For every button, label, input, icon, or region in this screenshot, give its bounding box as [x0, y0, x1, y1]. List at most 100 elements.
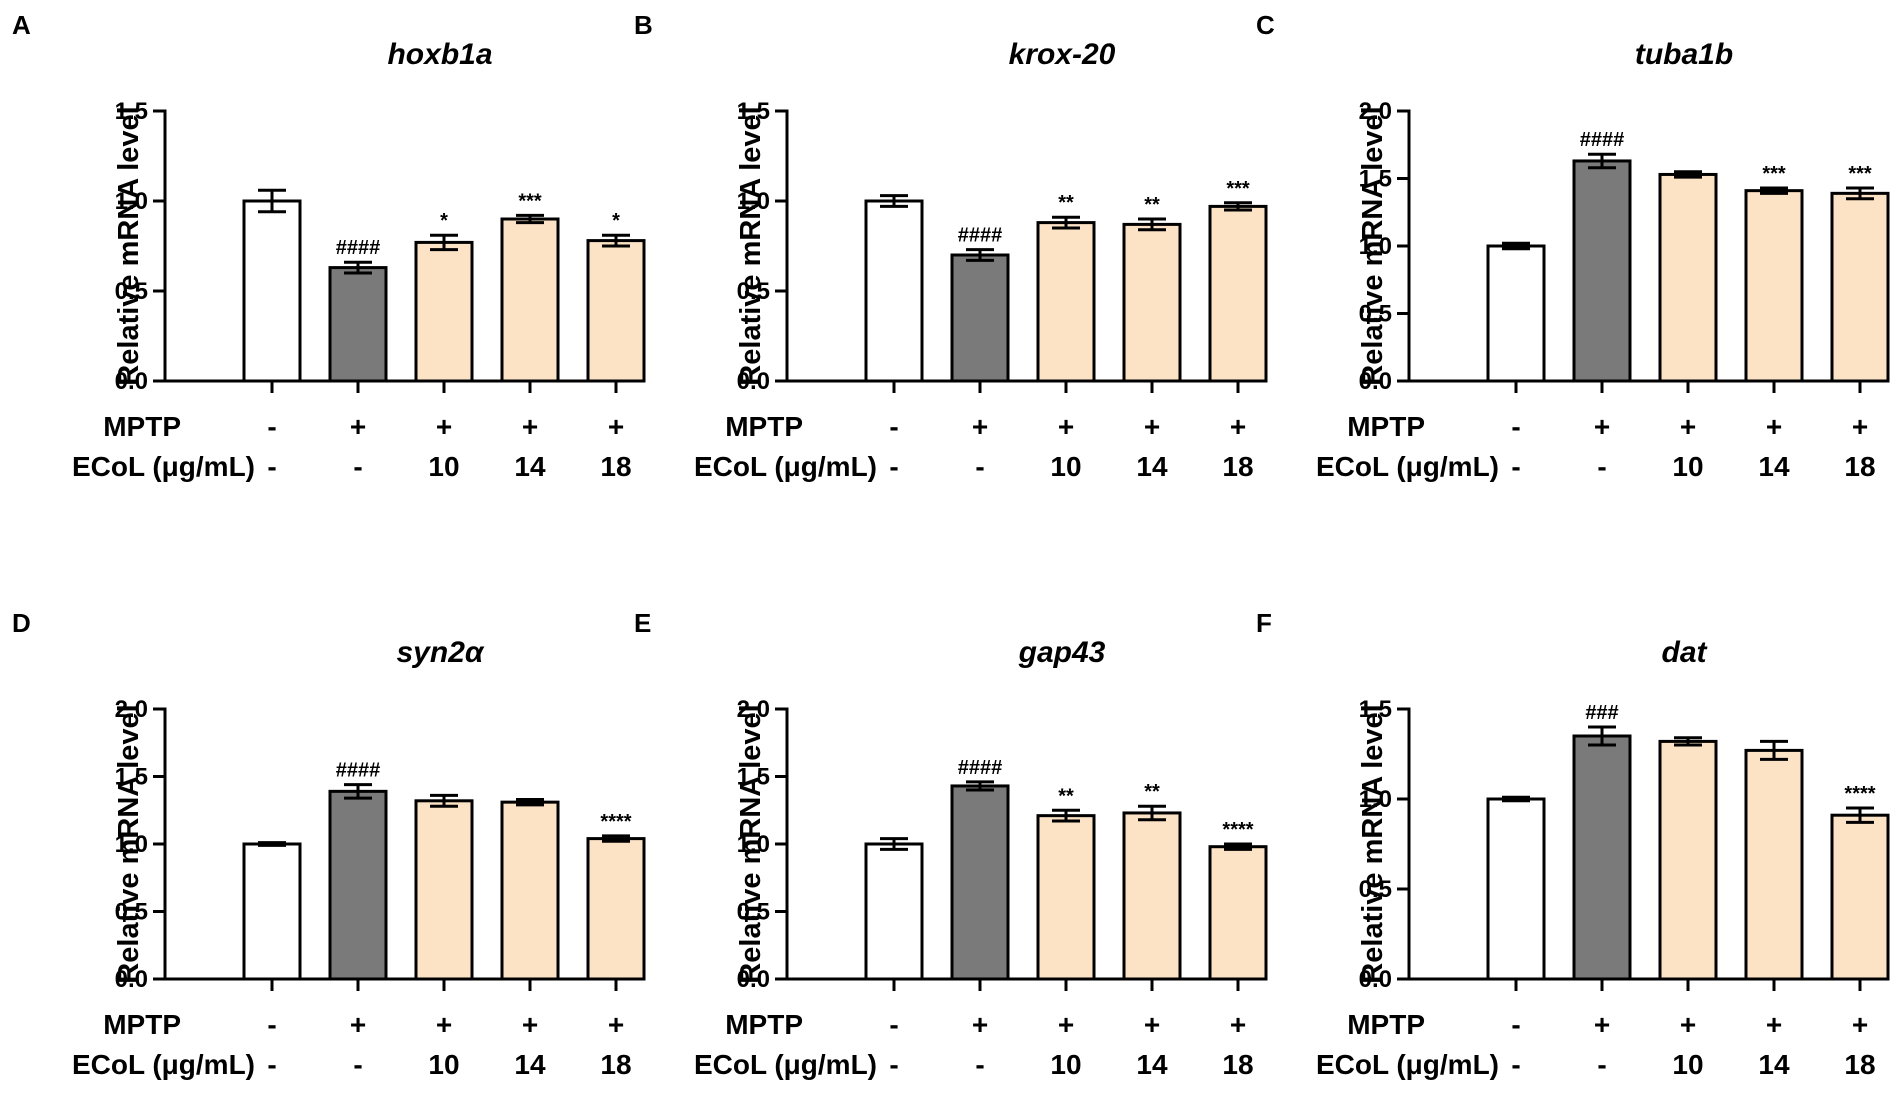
panel-letter: D [12, 608, 31, 638]
y-tick-label: 1.5 [115, 764, 148, 791]
significance-label: ### [1585, 702, 1618, 724]
significance-label: *** [518, 190, 542, 212]
mptp-value: - [267, 411, 276, 442]
mptp-value: - [1511, 1009, 1520, 1040]
significance-label: **** [1222, 819, 1253, 841]
ecol-value: 10 [1050, 1049, 1081, 1080]
significance-label: #### [336, 760, 381, 782]
bar [500, 217, 560, 383]
ecol-value: 14 [1136, 1049, 1168, 1080]
bar [950, 253, 1010, 383]
bar [1036, 814, 1096, 981]
ecol-value: - [975, 451, 984, 482]
mptp-value: + [1144, 1009, 1160, 1040]
significance-label: * [612, 210, 620, 232]
mptp-value: + [1058, 411, 1074, 442]
mptp-value: + [1852, 1009, 1868, 1040]
mptp-value: + [436, 411, 452, 442]
y-tick-label: 0.0 [737, 368, 770, 395]
ecol-row-label: ECoL (μg/mL) [694, 1049, 877, 1080]
mptp-value: + [436, 1009, 452, 1040]
mptp-value: + [972, 1009, 988, 1040]
y-tick-label: 1.0 [115, 831, 148, 858]
significance-label: **** [600, 811, 631, 833]
mptp-row-label: MPTP [725, 1009, 803, 1040]
y-tick-label: 0.0 [737, 966, 770, 993]
mptp-value: + [1852, 411, 1868, 442]
y-tick-label: 1.5 [737, 764, 770, 791]
significance-label: ** [1144, 781, 1160, 803]
mptp-value: + [1680, 411, 1696, 442]
y-tick-label: 2.0 [115, 696, 148, 723]
mptp-value: - [1511, 411, 1520, 442]
significance-label: ** [1144, 194, 1160, 216]
mptp-value: + [522, 411, 538, 442]
significance-label: ** [1058, 785, 1074, 807]
bar [1122, 811, 1182, 981]
y-axis-label: Relative mRNA level [113, 106, 145, 385]
ecol-value: 10 [1672, 1049, 1703, 1080]
significance-label: #### [958, 757, 1003, 779]
chart-title: syn2α [397, 636, 485, 669]
chart-title: gap43 [1018, 636, 1106, 669]
ecol-value: - [1597, 1049, 1606, 1080]
mptp-value: + [608, 411, 624, 442]
chart-title: krox-20 [1009, 38, 1116, 71]
y-tick-label: 0.0 [1359, 368, 1392, 395]
ecol-row-label: ECoL (μg/mL) [72, 1049, 255, 1080]
panel-letter: F [1256, 608, 1272, 638]
significance-label: ** [1058, 192, 1074, 214]
significance-label: *** [1848, 163, 1872, 185]
ecol-value: - [353, 1049, 362, 1080]
ecol-value: - [975, 1049, 984, 1080]
significance-label: * [440, 210, 448, 232]
mptp-value: + [1230, 1009, 1246, 1040]
mptp-row-label: MPTP [725, 411, 803, 442]
ecol-value: 10 [428, 1049, 459, 1080]
y-tick-label: 1.0 [115, 188, 148, 215]
y-tick-label: 0.5 [737, 278, 770, 305]
ecol-row-label: ECoL (μg/mL) [72, 451, 255, 482]
ecol-row-label: ECoL (μg/mL) [1316, 1049, 1499, 1080]
y-tick-label: 1.5 [737, 98, 770, 125]
mptp-value: + [608, 1009, 624, 1040]
bar [864, 842, 924, 981]
bar [1830, 813, 1890, 981]
bar [1572, 734, 1632, 981]
ecol-value: - [1511, 451, 1520, 482]
bar [1036, 221, 1096, 383]
chart-title: hoxb1a [387, 38, 492, 71]
ecol-value: - [889, 451, 898, 482]
mptp-row-label: MPTP [103, 411, 181, 442]
ecol-value: 10 [1672, 451, 1703, 482]
y-axis-label: Relative mRNA level [735, 106, 767, 385]
panel-letter: E [634, 608, 651, 638]
mptp-value: + [972, 411, 988, 442]
ecol-value: - [889, 1049, 898, 1080]
y-tick-label: 0.5 [115, 899, 148, 926]
y-tick-label: 0.5 [115, 278, 148, 305]
bar [1572, 159, 1632, 383]
ecol-value: 18 [600, 1049, 631, 1080]
bar [1744, 748, 1804, 981]
y-tick-label: 2.0 [1359, 98, 1392, 125]
bar [1658, 739, 1718, 981]
bar [586, 239, 646, 383]
bar [328, 789, 388, 981]
bar [1208, 204, 1268, 383]
y-axis-label: Relative mRNA level [1357, 106, 1389, 385]
mptp-value: + [1594, 411, 1610, 442]
ecol-value: - [353, 451, 362, 482]
significance-label: *** [1226, 178, 1250, 200]
y-tick-label: 1.0 [737, 188, 770, 215]
ecol-value: 14 [1758, 1049, 1790, 1080]
